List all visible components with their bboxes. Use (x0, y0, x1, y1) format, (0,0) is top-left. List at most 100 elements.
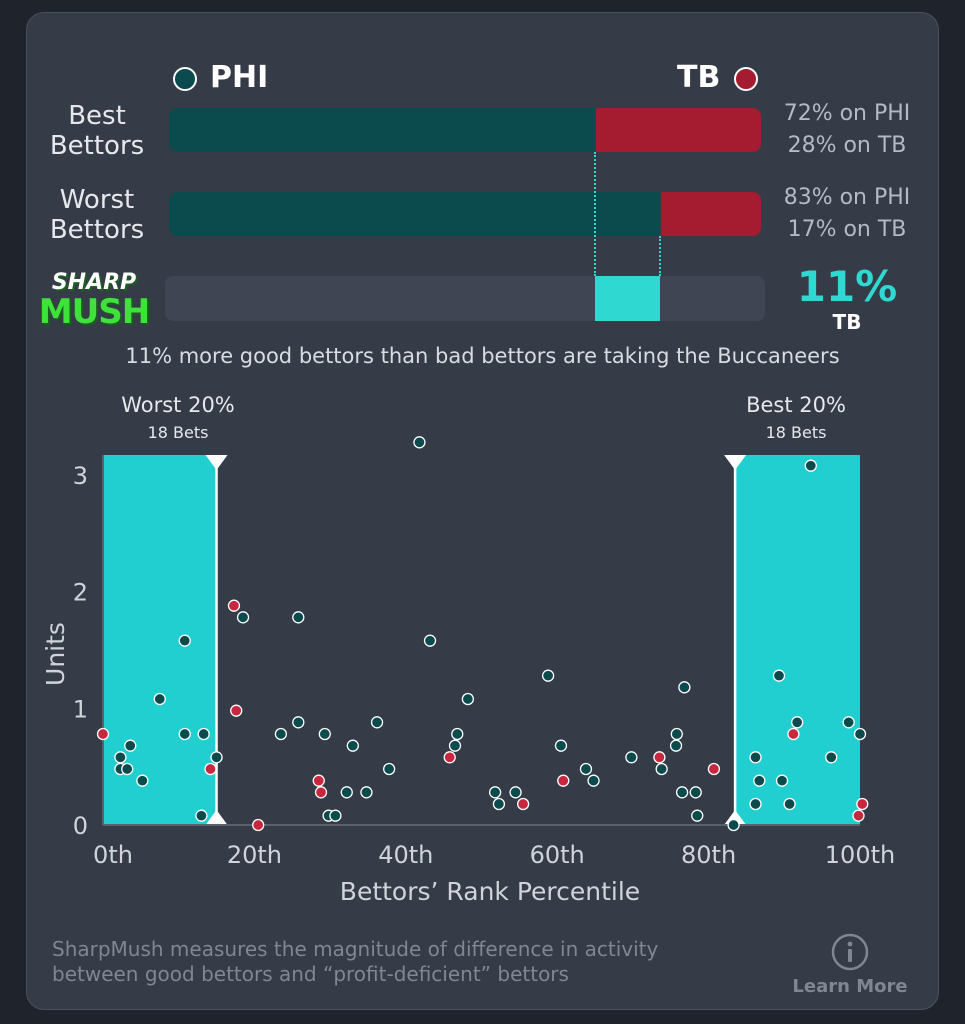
data-point-phi (579, 762, 593, 776)
phi-team-dot (173, 67, 197, 91)
x-tick-label: 60th (530, 841, 585, 869)
data-point-tb (443, 751, 456, 764)
learn-more-label: Learn More (792, 976, 908, 997)
data-point-phi (749, 751, 762, 764)
y-tick-label: 1 (73, 695, 88, 723)
data-point-tb (516, 797, 530, 811)
data-point-phi (749, 797, 762, 811)
footer-description: SharpMush measures the magnitude of diff… (52, 937, 659, 986)
data-point-phi (195, 809, 208, 822)
best-bettors-tb-segment (596, 108, 761, 152)
data-point-tb (252, 818, 265, 832)
x-axis-title: Bettors’ Rank Percentile (340, 877, 640, 906)
data-point-phi (689, 786, 702, 799)
worst-bettors-percentages: 83% on PHI 17% on TB (783, 185, 911, 242)
sharpmush-bar-track (165, 276, 765, 321)
data-point-phi (678, 681, 691, 694)
data-point-phi (853, 727, 867, 741)
worst-bettors-bar (169, 192, 761, 236)
best-bettors-phi-segment (169, 108, 595, 152)
region-handle-top-0 (205, 455, 228, 470)
data-point-phi (509, 786, 522, 799)
data-point-phi (360, 786, 373, 799)
region-sublabel-1: 18 Bets (766, 423, 827, 442)
data-point-phi (274, 727, 288, 741)
data-point-phi (488, 786, 502, 799)
x-tick-label: 40th (378, 841, 433, 869)
data-point-tb (707, 762, 721, 776)
data-point-tb (787, 727, 800, 741)
data-point-phi (842, 716, 855, 729)
data-point-phi (136, 774, 149, 787)
data-point-phi (121, 762, 134, 776)
sharpmush-logo: SHARP MUSH (38, 270, 150, 332)
sharpmush-team: TB (832, 310, 862, 334)
data-point-phi (804, 459, 817, 472)
data-point-phi (448, 739, 462, 752)
data-point-phi (669, 739, 683, 752)
data-point-phi (451, 727, 464, 741)
data-point-tb (204, 762, 217, 776)
data-point-tb (227, 599, 241, 612)
data-point-phi (753, 774, 766, 787)
y-tick-label: 0 (73, 812, 88, 840)
data-point-phi (554, 739, 568, 752)
data-point-phi (292, 611, 305, 624)
region-handle-top-1 (724, 455, 747, 470)
data-point-phi (791, 716, 804, 729)
data-point-phi (655, 762, 668, 776)
data-point-tb (314, 786, 328, 799)
data-point-phi (461, 692, 475, 706)
data-point-phi (153, 692, 166, 706)
data-point-phi (124, 739, 137, 752)
data-point-phi (541, 669, 555, 682)
guide-line-right (659, 236, 661, 276)
region-band-1 (735, 455, 860, 825)
data-point-tb (852, 809, 865, 822)
data-point-phi (492, 797, 506, 811)
x-tick-label: 80th (681, 841, 736, 869)
best-bettors-label: Best Bettors (49, 101, 145, 161)
data-point-phi (329, 809, 342, 822)
best-bettors-bar (169, 108, 761, 152)
data-point-tb (312, 774, 325, 787)
data-point-phi (772, 669, 786, 682)
data-point-tb (96, 727, 110, 741)
data-point-phi (587, 774, 600, 787)
data-point-phi (625, 751, 638, 764)
worst-bettors-tb-segment (661, 192, 761, 236)
region-handle-bottom-0 (205, 810, 228, 825)
data-point-phi (318, 727, 331, 741)
data-point-phi (413, 436, 426, 449)
phi-team-label: PHI (210, 60, 269, 95)
y-axis-title: Units (41, 622, 70, 686)
worst-bettors-label: Worst Bettors (49, 185, 145, 245)
data-point-phi (236, 611, 250, 624)
region-label-1: Best 20% (746, 393, 846, 417)
sharpmush-value: 11% (796, 262, 898, 311)
y-tick-label: 3 (73, 462, 88, 490)
data-point-phi (178, 634, 191, 647)
tb-team-dot (734, 67, 758, 91)
data-point-phi (783, 797, 796, 811)
best-bettors-percentages: 72% on PHI 28% on TB (783, 101, 911, 158)
data-point-tb (856, 797, 869, 811)
tb-team-label: TB (677, 60, 721, 95)
data-point-phi (340, 786, 353, 799)
y-tick-label: 2 (73, 579, 88, 607)
worst-bettors-phi-segment (169, 192, 660, 236)
region-sublabel-0: 18 Bets (148, 423, 209, 442)
data-point-phi (727, 818, 740, 832)
data-point-phi (197, 727, 210, 741)
data-point-phi (423, 634, 437, 647)
x-tick-label: 100th (825, 841, 895, 869)
data-point-phi (346, 739, 359, 752)
data-point-tb (653, 751, 666, 764)
x-tick-label: 20th (227, 841, 282, 869)
data-point-phi (114, 751, 127, 764)
learn-more-button[interactable]: Learn More (790, 932, 910, 997)
data-point-phi (775, 774, 789, 787)
data-point-phi (825, 751, 838, 764)
sharpmush-caption: 11% more good bettors than bad bettors a… (125, 344, 840, 368)
data-point-tb (557, 774, 570, 787)
